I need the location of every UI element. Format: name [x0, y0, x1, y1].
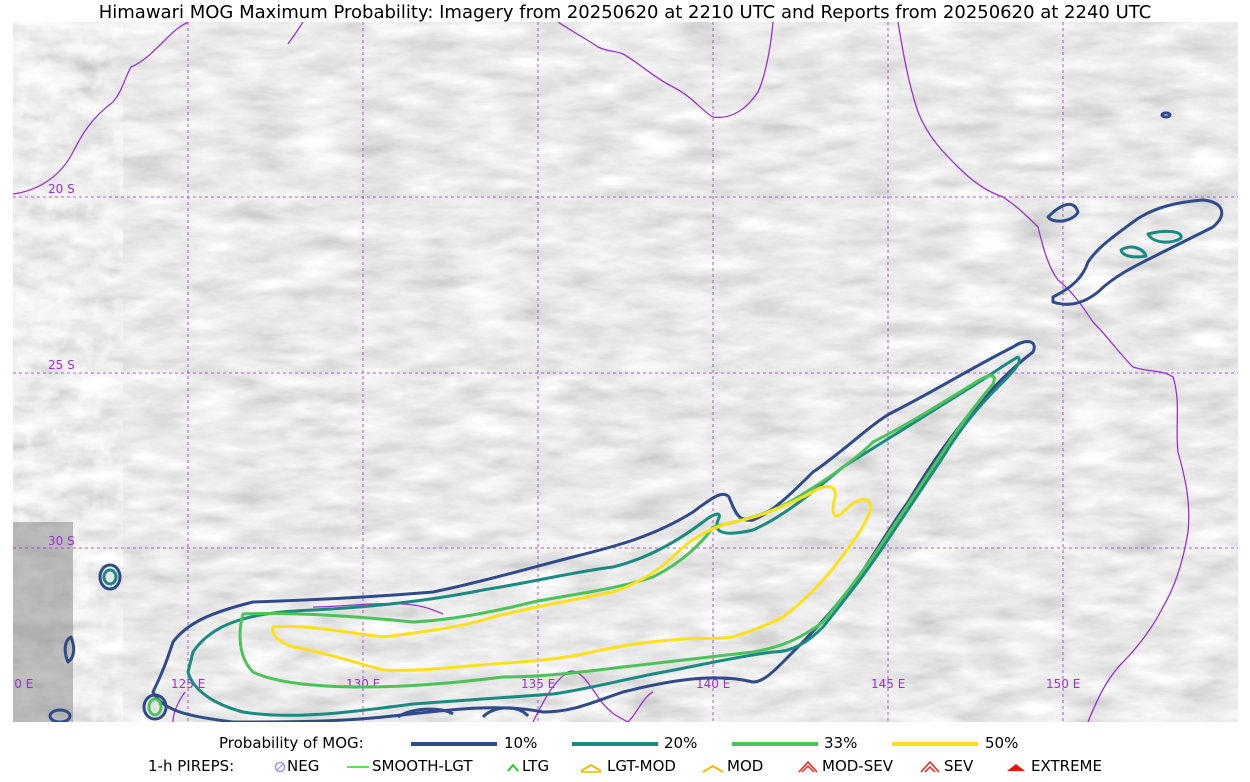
legend-swatch-20	[572, 742, 658, 746]
mod-caret-icon	[702, 764, 724, 773]
legend-item-10: 10%	[504, 734, 538, 752]
contour-10-percent	[142, 693, 168, 721]
map-panel[interactable]: 20 S 25 S 30 S 120 E 125 E 130 E 135 E 1…	[13, 22, 1238, 722]
pirep-item-lgt-mod: LGT-MOD	[607, 757, 676, 775]
legend-item-20: 20%	[664, 734, 698, 752]
lat-label: 20 S	[48, 182, 75, 196]
legend-swatch-33	[732, 742, 818, 746]
lon-label: 135 E	[521, 677, 555, 691]
pirep-item-mod: MOD	[727, 757, 764, 775]
sev-caret-icon	[920, 760, 940, 773]
contour-50-percent	[271, 485, 873, 672]
ltg-caret-icon	[507, 763, 519, 772]
probability-legend-label: Probability of MOG:	[219, 734, 364, 752]
pirep-item-mod-sev: MOD-SEV	[822, 757, 893, 775]
lgt-mod-caret-icon	[580, 763, 602, 773]
contour-33-percent	[238, 374, 996, 689]
mod-sev-caret-icon	[798, 760, 818, 773]
contour-33-percent	[147, 697, 163, 717]
contour-20-percent	[1146, 229, 1183, 244]
extreme-triangle-icon	[1007, 764, 1025, 771]
probability-legend: Probability of MOG: 10% 20% 33% 50%	[0, 734, 1250, 756]
lon-label: 120 E	[13, 677, 33, 691]
lat-label: 25 S	[48, 358, 75, 372]
contour-10-percent	[48, 708, 72, 722]
contour-20-percent	[102, 568, 118, 586]
pirep-item-sev: SEV	[944, 757, 974, 775]
contour-10-percent	[63, 635, 76, 664]
pireps-legend-label: 1-h PIREPS:	[148, 757, 235, 775]
pireps-legend: 1-h PIREPS: NEG SMOOTH-LGT LTG LGT-MOD M…	[0, 757, 1250, 779]
contour-10-percent	[1046, 202, 1080, 223]
lon-label: 140 E	[696, 677, 730, 691]
contour-10-percent	[1160, 111, 1172, 119]
lon-label: 145 E	[871, 677, 905, 691]
contour-10-percent	[98, 563, 122, 591]
contour-20-percent	[1119, 245, 1148, 259]
lon-label: 150 E	[1046, 677, 1080, 691]
pirep-item-neg: NEG	[287, 757, 320, 775]
lat-lon-gridlines	[13, 22, 1238, 722]
lon-label: 130 E	[346, 677, 380, 691]
legend-swatch-50	[892, 742, 978, 746]
legend-swatch-10	[411, 742, 497, 746]
page-title: Himawari MOG Maximum Probability: Imager…	[98, 2, 1152, 23]
legend-item-33: 33%	[824, 734, 858, 752]
neg-circle-icon	[274, 761, 286, 773]
pirep-item-ltg: LTG	[522, 757, 550, 775]
pirep-item-extreme: EXTREME	[1031, 757, 1102, 775]
legend-item-50: 50%	[985, 734, 1019, 752]
pirep-item-smooth-lgt: SMOOTH-LGT	[372, 757, 473, 775]
contour-20-percent	[186, 355, 1021, 717]
lat-label: 30 S	[48, 534, 75, 548]
smooth-line-icon	[347, 766, 369, 768]
contour-10-percent	[151, 340, 1036, 722]
contour-10-percent	[397, 706, 530, 719]
contour-10-percent	[1051, 198, 1224, 306]
